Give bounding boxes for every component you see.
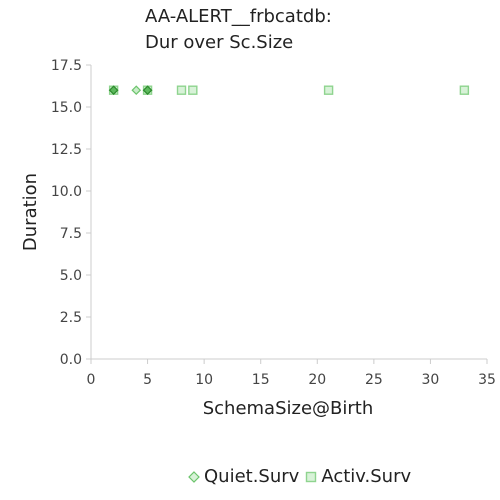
x-tick-label: 20 [308, 372, 326, 388]
y-tick-label: 0.0 [60, 352, 82, 368]
y-tick-label: 5.0 [60, 268, 82, 284]
legend-item-activ-surv: Activ.Surv [305, 466, 411, 487]
x-tick-label: 15 [252, 372, 270, 388]
x-tick-label: 30 [422, 372, 440, 388]
chart-legend: Quiet.Surv Activ.Surv [188, 466, 417, 487]
y-tick-label: 17.5 [51, 58, 82, 74]
y-tick-label: 2.5 [60, 310, 82, 326]
x-tick-label: 0 [87, 372, 96, 388]
y-tick-label: 10.0 [51, 184, 82, 200]
square-marker-icon [306, 471, 317, 482]
legend-label-quiet-surv: Quiet.Surv [204, 466, 300, 487]
overlap-point [142, 85, 153, 96]
legend-label-activ-surv: Activ.Surv [321, 466, 412, 487]
y-axis-label: Duration [20, 173, 41, 251]
x-tick-label: 25 [365, 372, 383, 388]
x-tick-label: 5 [143, 372, 152, 388]
activ-surv-point [459, 85, 470, 95]
y-tick-label: 15.0 [51, 100, 82, 116]
x-axis-label: SchemaSize@Birth [203, 398, 374, 419]
x-tick-label: 35 [478, 372, 496, 388]
chart-title-line-2: Dur over Sc.Size [145, 32, 294, 53]
y-tick-label: 7.5 [60, 226, 82, 242]
legend-item-quiet-surv: Quiet.Surv [188, 466, 299, 487]
activ-surv-point [176, 85, 187, 95]
quiet-surv-point [131, 85, 142, 96]
chart-title-line-1: AA-ALERT__frbcatdb: [145, 6, 332, 27]
overlap-point [108, 85, 119, 96]
y-tick-label: 12.5 [51, 142, 82, 158]
activ-surv-point [188, 85, 198, 95]
x-tick-label: 10 [195, 372, 213, 388]
diamond-marker-icon [188, 470, 200, 483]
activ-surv-point [323, 85, 334, 95]
